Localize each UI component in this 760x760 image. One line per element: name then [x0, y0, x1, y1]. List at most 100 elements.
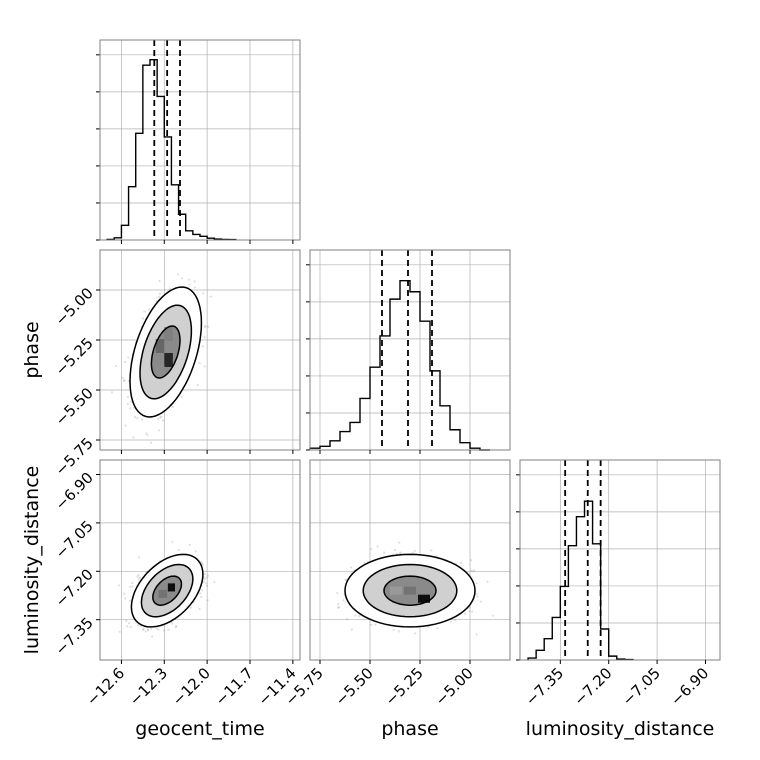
density-cell [167, 583, 175, 592]
scatter-point [117, 584, 120, 587]
scatter-point [137, 556, 140, 559]
x-tick-label: −11.7 [212, 664, 257, 709]
scatter-point [141, 628, 144, 632]
scatter-point [177, 549, 180, 552]
scatter-point [196, 384, 199, 387]
scatter-point [128, 599, 131, 603]
scatter-point [138, 576, 142, 579]
scatter-point [206, 574, 210, 577]
scatter-point [475, 633, 478, 636]
x-tick-label: −5.50 [332, 664, 377, 709]
scatter-point [123, 379, 126, 382]
contour-line-3 [383, 575, 437, 606]
scatter-point [203, 336, 206, 339]
y-axis-label-luminosity-distance: luminosity_distance [21, 466, 43, 655]
scatter-point [479, 600, 482, 603]
x-tick-label: −12.6 [83, 664, 128, 709]
y-tick-label: −5.25 [52, 334, 97, 379]
scatter-point [157, 628, 160, 631]
contour-line-2 [139, 304, 193, 400]
scatter-point [202, 292, 205, 295]
scatter-point [337, 606, 340, 609]
density-cell [164, 327, 173, 341]
scatter-point [398, 541, 401, 544]
scatter-point [155, 627, 159, 630]
scatter-point [131, 585, 134, 588]
scatter-point [145, 432, 148, 435]
scatter-point [203, 572, 206, 575]
scatter-point [399, 551, 402, 554]
scatter-point [123, 592, 126, 595]
scatter-point [194, 550, 197, 553]
panel-2d-geocent-time-phase [99, 249, 301, 451]
scatter-point [124, 424, 127, 427]
y-tick-label: −6.90 [52, 469, 97, 514]
scatter-point [350, 566, 353, 569]
x-tick-label: −5.00 [432, 664, 477, 709]
scatter-point [142, 627, 145, 630]
scatter-point [201, 562, 204, 565]
scatter-point [137, 574, 140, 577]
scatter-point [189, 606, 193, 609]
scatter-point [475, 582, 478, 585]
scatter-point [206, 576, 209, 579]
scatter-point [350, 628, 353, 631]
density-cell [164, 353, 173, 367]
scatter-point [205, 584, 209, 587]
contour-line-3 [150, 325, 181, 379]
contour-line-3 [152, 575, 183, 606]
x-tick-label: −5.25 [382, 664, 427, 709]
scatter-point [394, 548, 397, 552]
scatter-point [459, 561, 462, 565]
scatter-point [203, 365, 206, 368]
scatter-point [136, 417, 139, 420]
scatter-point [124, 597, 127, 600]
scatter-point [363, 561, 366, 564]
scatter-point [136, 575, 139, 578]
scatter-point [200, 595, 203, 599]
scatter-point [486, 580, 489, 583]
scatter-point [450, 620, 453, 624]
scatter-point [134, 416, 137, 419]
scatter-point [201, 345, 205, 348]
scatter-point [383, 551, 386, 554]
scatter-point [180, 395, 183, 399]
scatter-point [376, 545, 379, 548]
scatter-point [123, 379, 126, 382]
scatter-point [358, 615, 361, 618]
scatter-point [207, 325, 210, 328]
scatter-point [143, 310, 146, 313]
scatter-point [398, 552, 401, 555]
scatter-point [171, 622, 174, 625]
panel-hist-geocent-time [96, 39, 301, 241]
scatter-point [132, 436, 135, 439]
y-tick-label: −5.75 [52, 434, 97, 479]
panel-frame [99, 39, 301, 241]
histogram-step-phase [309, 280, 490, 451]
density-cell [418, 594, 430, 603]
scatter-point [118, 630, 121, 633]
scatter-point [157, 417, 160, 420]
scatter-point [370, 548, 373, 551]
panel-hist-phase [306, 249, 511, 451]
density-cell [404, 586, 416, 595]
scatter-point [336, 591, 339, 595]
scatter-point [140, 418, 144, 421]
histogram-step-geocent_time [106, 58, 237, 241]
scatter-point [206, 599, 209, 602]
scatter-point [188, 283, 191, 286]
scatter-point [168, 287, 172, 290]
scatter-point [175, 624, 178, 627]
scatter-point [158, 292, 161, 295]
scatter-point [167, 628, 170, 631]
scatter-point [157, 295, 161, 298]
scatter-point [150, 635, 154, 638]
scatter-point [128, 622, 131, 625]
x-tick-label: −12.0 [169, 664, 214, 709]
scatter-point [129, 407, 132, 410]
scatter-point [200, 560, 203, 564]
panel-2d-phase-luminosity-distance [309, 459, 511, 661]
scatter-point [144, 630, 147, 633]
scatter-point [199, 592, 202, 595]
density-cell [155, 339, 165, 353]
